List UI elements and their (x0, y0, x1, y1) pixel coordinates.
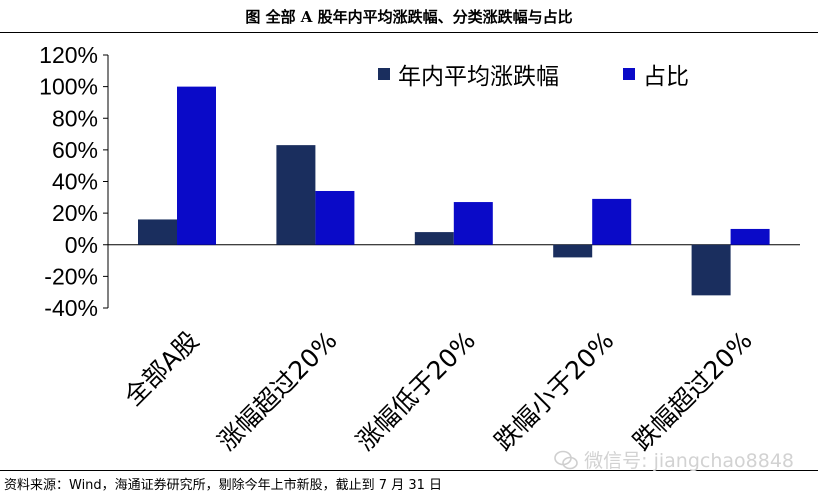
legend-label: 年内平均涨跌幅 (398, 64, 559, 90)
source-note: 资料来源：Wind，海通证券研究所，剔除今年上市新股，截止到 7 月 31 日 (4, 478, 443, 493)
watermark-text: 微信号: jiangchao8848 (584, 450, 794, 472)
y-tick-label: 20% (52, 200, 98, 226)
bar-avg-change (138, 219, 177, 245)
bar-avg-change (553, 244, 593, 258)
y-tick-label: 100% (39, 74, 98, 100)
y-tick-label: -20% (44, 263, 98, 289)
bar-avg-change (414, 232, 454, 245)
x-category-label: 跌幅超过20% (627, 326, 758, 457)
watermark: 微信号: jiangchao8848 (554, 446, 794, 473)
bar-share (177, 86, 216, 245)
x-category-label: 跌幅小于20% (489, 326, 620, 457)
legend-label: 占比 (643, 64, 689, 90)
bar-share (592, 198, 632, 245)
y-tick-label: 0% (65, 232, 98, 258)
y-tick-label: 80% (52, 105, 98, 131)
y-tick-label: 40% (52, 169, 98, 195)
figure-title: 图 全部 A 股年内平均涨跌幅、分类涨跌幅与占比 (245, 8, 573, 26)
y-tick-label: 120% (39, 42, 98, 68)
title-rule-top (0, 32, 818, 33)
bar-share (315, 190, 355, 245)
bar-avg-change (691, 244, 731, 296)
bar-avg-change (276, 145, 316, 245)
bar-chart: -40% -20% 0% 20% 40% 60% 80% 100% 120% 全部A股 涨幅超过20… (39, 42, 800, 457)
x-category-label: 全部A股 (119, 326, 205, 412)
legend-swatch (623, 68, 635, 80)
wechat-icon (554, 450, 578, 469)
y-tick-label: 60% (52, 137, 98, 163)
source-rule (0, 470, 818, 471)
x-category-label: 涨幅超过20% (212, 326, 343, 457)
y-tick-label: -40% (44, 295, 98, 321)
bar-share (453, 202, 493, 245)
figure-title-bar: 图 全部 A 股年内平均涨跌幅、分类涨跌幅与占比 (0, 0, 818, 32)
bar-share (730, 228, 770, 245)
x-category-label: 涨幅低于20% (351, 326, 482, 457)
legend-swatch (378, 68, 390, 80)
